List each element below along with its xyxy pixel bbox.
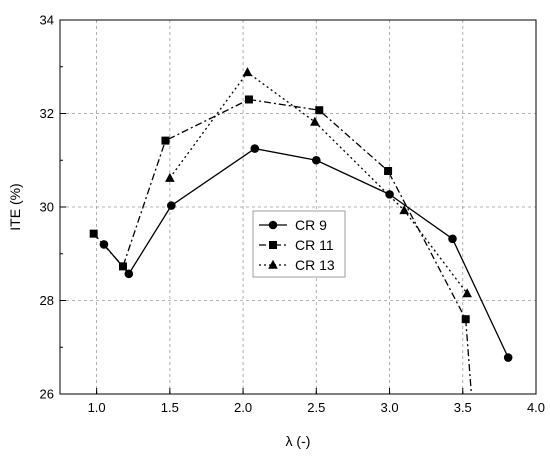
legend-box <box>252 210 346 278</box>
data-point-cr-11 <box>161 136 170 145</box>
data-point-cr-11 <box>89 229 98 238</box>
data-point-cr-9 <box>312 155 321 165</box>
data-point-cr-11 <box>461 315 470 324</box>
tick-labels: 1.0 1.5 2.0 2.5 3.0 3.5 4.0 26 28 30 32 34 <box>40 13 546 416</box>
series-line-cr-11 <box>93 98 473 394</box>
data-point-cr-9 <box>167 201 176 210</box>
legend-marker-cr-13 <box>268 259 278 269</box>
data-point-cr-9 <box>124 269 134 279</box>
series-line-cr-13 <box>169 71 468 294</box>
data-point-cr-9 <box>99 240 109 249</box>
series-line-cr-9 <box>103 147 509 358</box>
grid-lines <box>60 20 536 394</box>
y-tick-label: 34 <box>40 13 54 28</box>
legend-marker-cr-11 <box>269 241 277 249</box>
x-tick-label: 4.0 <box>527 400 545 415</box>
y-tick-label: 26 <box>40 387 54 402</box>
x-tick-label: 2.0 <box>234 400 252 415</box>
legend-marker-cr-9 <box>268 220 278 230</box>
y-tick-label: 28 <box>40 293 54 308</box>
legend-label-cr-9: CR 9 <box>295 217 327 233</box>
data-point-cr-13 <box>310 116 320 126</box>
data-point-cr-13 <box>165 172 175 182</box>
data-point-cr-9 <box>448 234 457 244</box>
markers-group <box>89 67 513 362</box>
y-tick-label: 32 <box>40 106 54 121</box>
data-point-cr-13 <box>242 67 253 77</box>
legend-label-cr-11: CR 11 <box>295 237 334 253</box>
y-axis-label: ITE (%) <box>7 183 23 230</box>
x-tick-label: 1.5 <box>161 400 179 415</box>
data-point-cr-11 <box>384 167 393 176</box>
data-point-cr-11 <box>118 262 127 271</box>
series-group <box>93 71 509 394</box>
legend-label-cr-13: CR 13 <box>295 257 335 273</box>
axis-ticks <box>60 19 537 395</box>
y-tick-label: 30 <box>40 200 54 215</box>
x-tick-label: 2.5 <box>307 400 325 415</box>
data-point-cr-11 <box>315 106 324 115</box>
data-point-cr-9 <box>385 190 394 199</box>
x-tick-label: 3.5 <box>454 400 472 415</box>
data-point-cr-9 <box>503 353 513 362</box>
data-point-cr-11 <box>244 95 253 104</box>
data-point-cr-9 <box>250 144 260 153</box>
x-tick-label: 3.0 <box>380 400 398 415</box>
legend: CR 9 CR 11 CR 13 <box>252 210 346 278</box>
x-tick-label: 1.0 <box>88 400 106 415</box>
data-point-cr-13 <box>399 205 409 215</box>
data-point-cr-13 <box>462 288 472 298</box>
x-axis-label: λ (-) <box>286 433 311 449</box>
